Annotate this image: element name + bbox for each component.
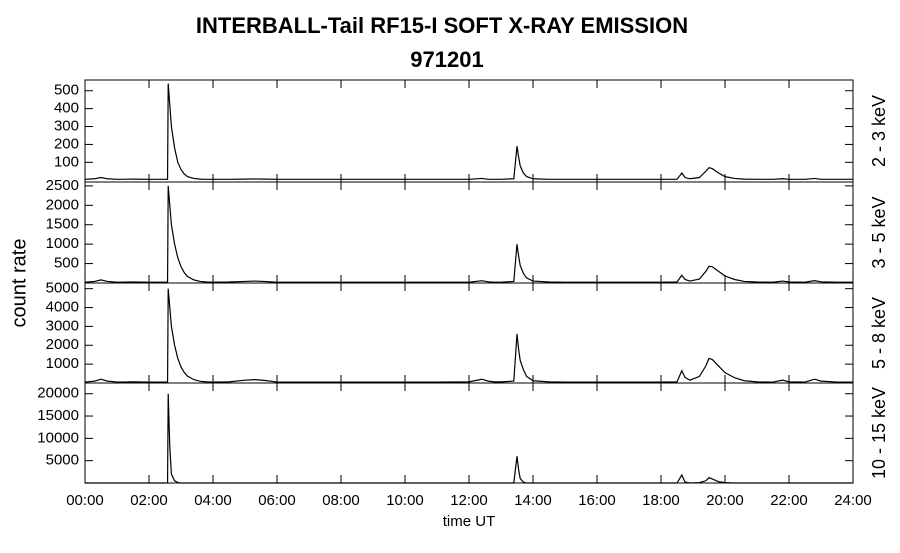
- chart-subtitle: 971201: [410, 47, 483, 72]
- x-tick-label: 16:00: [578, 492, 616, 509]
- data-line: [84, 288, 853, 383]
- x-tick-label: 06:00: [258, 492, 296, 509]
- x-tick-label: 20:00: [706, 492, 744, 509]
- panel-frame: [84, 181, 854, 284]
- panel-label: 2 - 3 keV: [869, 95, 889, 167]
- y-tick-label: 5000: [46, 280, 79, 297]
- y-tick-label: 20000: [37, 385, 79, 402]
- x-tick-label: 00:00: [66, 492, 104, 509]
- x-tick-label: 14:00: [514, 492, 552, 509]
- y-tick-label: 100: [54, 153, 79, 170]
- y-tick-label: 1000: [46, 355, 79, 372]
- panel-label: 3 - 5 keV: [869, 196, 889, 268]
- y-tick-label: 15000: [37, 407, 79, 424]
- y-tick-label: 500: [54, 255, 79, 272]
- x-tick-label: 02:00: [130, 492, 168, 509]
- y-tick-label: 3000: [46, 317, 79, 334]
- x-tick-label: 12:00: [450, 492, 488, 509]
- y-tick-label: 2000: [46, 196, 79, 213]
- chart-title: INTERBALL-Tail RF15-I SOFT X-RAY EMISSIO…: [196, 13, 688, 38]
- x-tick-label: 10:00: [386, 492, 424, 509]
- x-tick-label: 18:00: [642, 492, 680, 509]
- x-tick-label: 24:00: [834, 492, 872, 509]
- y-tick-label: 5000: [46, 452, 79, 469]
- y-tick-label: 1500: [46, 216, 79, 233]
- y-tick-label: 4000: [46, 298, 79, 315]
- y-tick-label: 1000: [46, 235, 79, 252]
- y-tick-label: 10000: [37, 429, 79, 446]
- data-line: [85, 393, 853, 484]
- x-tick-label: 22:00: [770, 492, 808, 509]
- y-tick-label: 2000: [46, 336, 79, 353]
- panel-label: 10 - 15 keV: [869, 387, 889, 479]
- panel-frame: [84, 382, 854, 484]
- panel-label: 5 - 8 keV: [869, 297, 889, 369]
- y-axis-label: count rate: [8, 239, 30, 328]
- x-axis-label: time UT: [443, 513, 496, 530]
- panel-frame: [84, 79, 854, 183]
- panel-frame: [84, 282, 854, 384]
- data-line: [84, 185, 853, 283]
- y-tick-label: 500: [54, 82, 79, 99]
- x-tick-label: 04:00: [194, 492, 232, 509]
- x-tick-label: 08:00: [322, 492, 360, 509]
- y-tick-label: 300: [54, 117, 79, 134]
- data-line: [84, 83, 853, 180]
- y-tick-label: 400: [54, 100, 79, 117]
- y-tick-label: 2500: [46, 177, 79, 194]
- y-tick-label: 200: [54, 135, 79, 152]
